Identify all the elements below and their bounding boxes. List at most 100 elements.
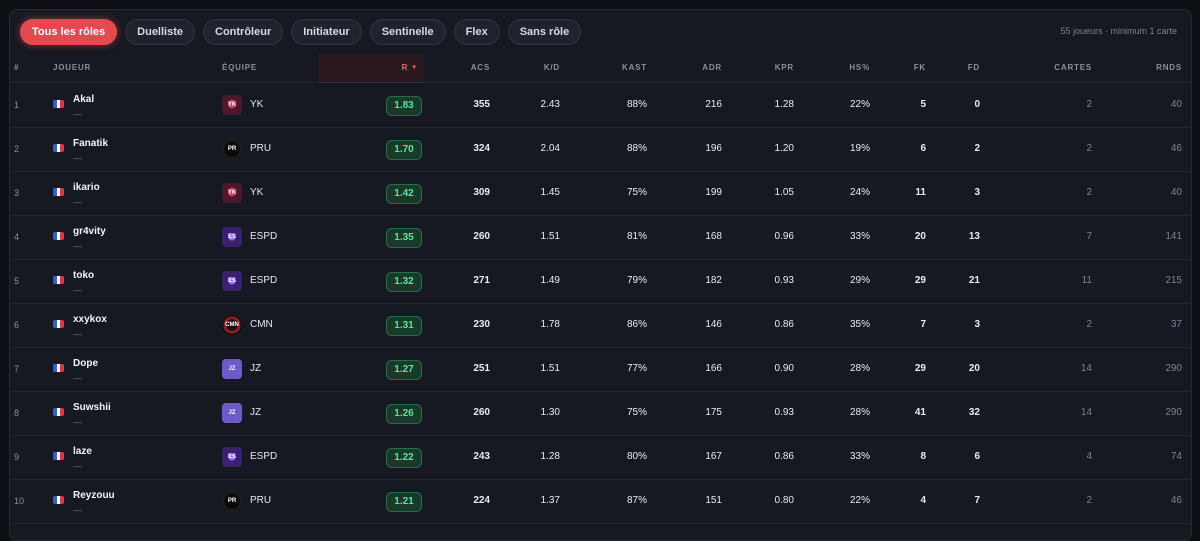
team-logo-glyph: JZ — [228, 366, 236, 372]
table-row[interactable]: 8 Suwshii — JZ JZ 1.26 260 1.30 75% 175 0.93 28% 41 3… — [10, 391, 1191, 436]
header-fd[interactable]: FD — [967, 63, 980, 72]
kast-cell: 86% — [626, 319, 647, 330]
france-flag-icon — [53, 320, 64, 328]
kd-cell: 1.51 — [540, 363, 560, 374]
role-filter-chip[interactable]: Sans rôle — [507, 19, 582, 45]
rounds-cell: 37 — [1170, 319, 1182, 330]
header-kast[interactable]: KAST — [622, 63, 647, 72]
team-name[interactable]: ESPD — [250, 231, 278, 242]
player-name[interactable]: gr4vity — [73, 226, 106, 237]
player-subtitle: — — [73, 153, 82, 163]
adr-cell: 199 — [705, 187, 722, 198]
player-name[interactable]: Fanatik — [73, 138, 109, 149]
adr-cell: 146 — [705, 319, 722, 330]
player-name[interactable]: xxykox — [73, 314, 107, 325]
kast-cell: 87% — [626, 495, 647, 506]
france-flag-icon — [53, 452, 64, 460]
rounds-cell: 46 — [1170, 143, 1182, 154]
fd-cell: 32 — [968, 407, 980, 418]
kpr-cell: 1.20 — [774, 143, 794, 154]
player-subtitle: — — [73, 285, 82, 295]
fd-cell: 3 — [974, 319, 980, 330]
header-rounds[interactable]: RNDS — [1156, 63, 1182, 72]
rounds-cell: 40 — [1170, 99, 1182, 110]
france-flag-icon — [53, 364, 64, 372]
role-filter-chip[interactable]: Contrôleur — [203, 19, 284, 45]
adr-cell: 175 — [705, 407, 722, 418]
kast-cell: 79% — [626, 275, 647, 286]
team-name[interactable]: YK — [250, 99, 264, 110]
header-hs[interactable]: HS% — [849, 63, 870, 72]
team-name[interactable]: PRU — [250, 143, 272, 154]
team-name[interactable]: ESPD — [250, 275, 278, 286]
hs-cell: 29% — [849, 275, 870, 286]
rating-badge: 1.70 — [386, 140, 422, 160]
team-logo-icon: PR — [222, 491, 242, 511]
team-name[interactable]: YK — [250, 187, 264, 198]
table-row[interactable]: 2 Fanatik — PR PRU 1.70 324 2.04 88% 196 1.20 19% 6 2… — [10, 127, 1191, 172]
team-name[interactable]: ESPD — [250, 451, 278, 462]
player-name[interactable]: ikario — [73, 182, 100, 193]
header-adr[interactable]: ADR — [702, 63, 722, 72]
rating-badge: 1.21 — [386, 492, 422, 512]
table-row[interactable]: 4 gr4vity — ES ESPD 1.35 260 1.51 81% 168 0.96 33% 2… — [10, 215, 1191, 260]
rank-cell: 6 — [14, 320, 20, 330]
team-name[interactable]: JZ — [250, 407, 262, 418]
table-row[interactable]: 9 laze — ES ESPD 1.22 243 1.28 80% 167 0.86 33% 8 6 4 7… — [10, 435, 1191, 480]
player-name[interactable]: Akal — [73, 94, 95, 105]
player-name[interactable]: toko — [73, 270, 95, 281]
kd-cell: 1.45 — [540, 187, 560, 198]
kpr-cell: 0.86 — [774, 451, 794, 462]
team-logo-glyph: YK — [227, 102, 237, 108]
role-filter-chip[interactable]: Sentinelle — [369, 19, 446, 45]
team-logo-icon: ES — [222, 227, 242, 247]
rating-badge: 1.83 — [386, 96, 422, 116]
team-logo-glyph: ES — [227, 454, 236, 460]
team-logo-icon: CMN — [222, 315, 242, 335]
team-logo-icon: JZ — [222, 359, 242, 379]
rounds-cell: 141 — [1165, 231, 1182, 242]
header-kpr[interactable]: KPR — [774, 63, 794, 72]
header-acs[interactable]: ACS — [470, 63, 490, 72]
rank-cell: 5 — [14, 276, 20, 286]
role-filter-chip[interactable]: Duelliste — [125, 19, 196, 45]
role-filter-chip[interactable]: Flex — [453, 19, 500, 45]
header-rating[interactable]: R ▼ — [318, 54, 424, 82]
rank-cell: 2 — [14, 144, 20, 154]
role-filter-chip[interactable]: Tous les rôles — [20, 19, 118, 45]
table-row[interactable]: 6 xxykox — CMN CMN 1.31 230 1.78 86% 146 0.86 35% 7 3… — [10, 303, 1191, 348]
player-name[interactable]: laze — [73, 446, 92, 457]
table-row[interactable]: 10 Reyzouu — PR PRU 1.21 224 1.37 87% 151 0.80 22% 4… — [10, 479, 1191, 524]
header-player[interactable]: JOUEUR — [53, 63, 92, 72]
player-name[interactable]: Reyzouu — [73, 490, 115, 501]
header-kd[interactable]: K/D — [543, 63, 560, 72]
header-team[interactable]: ÉQUIPE — [222, 63, 258, 72]
table-row[interactable]: 1 Akal — YK YK 1.83 355 2.43 88% 216 1.28 22% 5 0 2 40 — [10, 83, 1191, 128]
header-fk[interactable]: FK — [913, 63, 926, 72]
table-row[interactable]: 3 ikario — YK YK 1.42 309 1.45 75% 199 1.05 24% 11 3 2… — [10, 171, 1191, 216]
team-name[interactable]: PRU — [250, 495, 272, 506]
fd-cell: 21 — [968, 275, 980, 286]
table-row[interactable]: 7 Dope — JZ JZ 1.27 251 1.51 77% 166 0.90 28% 29 20 14… — [10, 347, 1191, 392]
rank-cell: 1 — [14, 100, 20, 110]
team-name[interactable]: JZ — [250, 363, 262, 374]
france-flag-icon — [53, 408, 64, 416]
team-logo-icon: YK — [222, 95, 242, 115]
header-rank[interactable]: # — [14, 63, 20, 72]
table-row[interactable]: 5 toko — ES ESPD 1.32 271 1.49 79% 182 0.93 29% 29 21… — [10, 259, 1191, 304]
rating-badge: 1.26 — [386, 404, 422, 424]
rank-cell: 8 — [14, 408, 20, 418]
team-name[interactable]: CMN — [250, 319, 273, 330]
hs-cell: 28% — [849, 363, 870, 374]
rank-cell: 9 — [14, 452, 20, 462]
player-name[interactable]: Dope — [73, 358, 98, 369]
role-filter-chip[interactable]: Initiateur — [291, 19, 362, 45]
player-name[interactable]: Suwshii — [73, 402, 111, 413]
fd-cell: 0 — [974, 99, 980, 110]
player-subtitle: — — [73, 197, 82, 207]
kpr-cell: 1.28 — [774, 99, 794, 110]
header-maps[interactable]: CARTES — [1054, 63, 1092, 72]
kpr-cell: 0.90 — [774, 363, 794, 374]
hs-cell: 28% — [849, 407, 870, 418]
team-logo-glyph: PR — [227, 498, 237, 504]
